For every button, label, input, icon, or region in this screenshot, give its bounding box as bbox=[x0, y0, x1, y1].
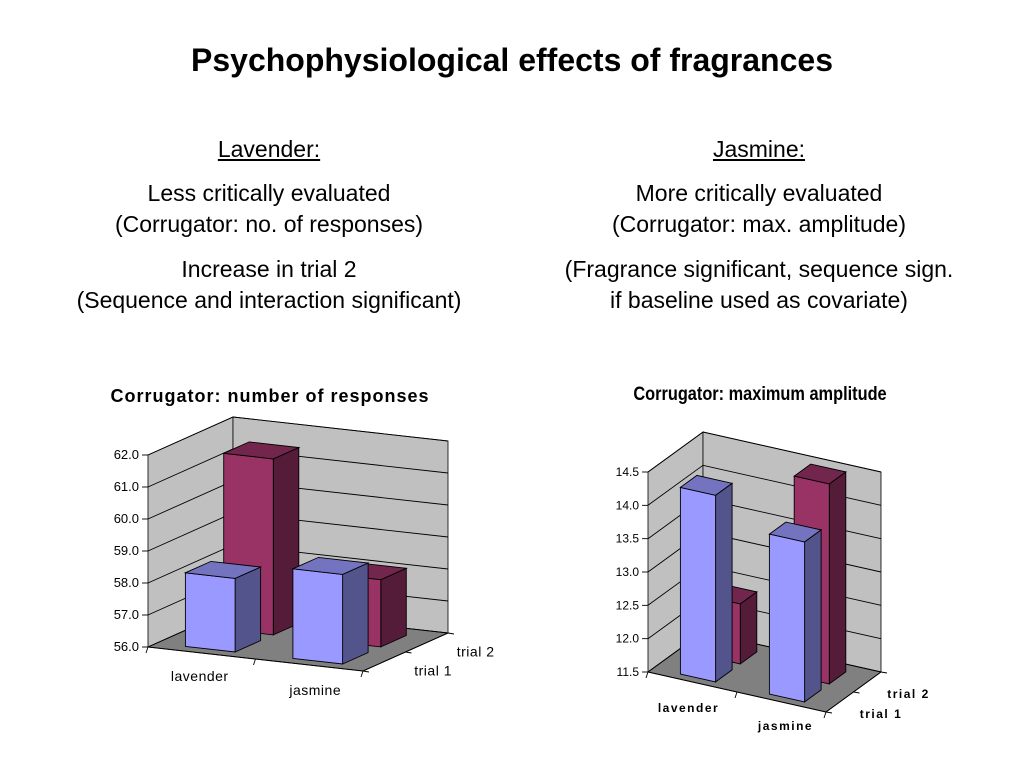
bar-top bbox=[768, 521, 823, 543]
bar-side bbox=[234, 566, 262, 653]
bar-side bbox=[739, 591, 758, 665]
bar-top bbox=[793, 463, 847, 485]
y-tick-label: 60.0 bbox=[114, 511, 139, 526]
bar-top bbox=[679, 474, 734, 496]
lavender-line-4: (Sequence and interaction significant) bbox=[76, 287, 462, 313]
y-tick-label: 14.0 bbox=[616, 498, 640, 512]
bar-side bbox=[380, 567, 407, 648]
bar-side bbox=[342, 562, 369, 665]
y-tick-label: 14.5 bbox=[616, 465, 640, 479]
bar-front bbox=[679, 486, 717, 683]
depth-tick bbox=[405, 651, 412, 654]
bar-top bbox=[291, 556, 370, 575]
y-tick-label: 62.0 bbox=[114, 447, 139, 462]
x-tick bbox=[253, 658, 256, 666]
depth-tick bbox=[825, 711, 833, 714]
depth-label: trial 1 bbox=[860, 707, 903, 721]
bar-front bbox=[184, 572, 236, 653]
lavender-summary: Lavender: Less critically evaluated (Cor… bbox=[34, 134, 504, 330]
jasmine-line-2: (Corrugator: max. amplitude) bbox=[612, 211, 906, 237]
depth-tick bbox=[447, 632, 455, 635]
x-category-label: jasmine bbox=[288, 682, 341, 698]
depth-tick bbox=[880, 671, 888, 674]
y-tick-label: 56.0 bbox=[114, 639, 139, 654]
jasmine-line-3: (Fragrance significant, sequence sign. bbox=[564, 256, 954, 282]
bar-side bbox=[804, 529, 822, 703]
y-tick-label: 61.0 bbox=[114, 479, 139, 494]
depth-label: trial 1 bbox=[414, 663, 452, 679]
bar-front bbox=[768, 533, 806, 703]
y-tick-label: 58.0 bbox=[114, 575, 139, 590]
x-category-label: lavender bbox=[658, 701, 719, 715]
jasmine-summary: Jasmine: More critically evaluated (Corr… bbox=[524, 134, 994, 330]
bar-trial1-jasmine bbox=[768, 521, 823, 703]
y-tick-label: 12.5 bbox=[616, 598, 640, 612]
depth-tick bbox=[362, 670, 370, 673]
chart-title-amplitude: Corrugator: maximum amplitude bbox=[633, 384, 887, 405]
lavender-line-3: Increase in trial 2 bbox=[181, 256, 357, 282]
x-tick bbox=[645, 671, 649, 679]
jasmine-evaluation: More critically evaluated (Corrugator: m… bbox=[524, 178, 994, 240]
jasmine-line-1: More critically evaluated bbox=[635, 180, 883, 206]
bar-trial1-lavender bbox=[679, 474, 734, 683]
gridline bbox=[647, 431, 882, 473]
y-tick-label: 11.5 bbox=[617, 665, 640, 679]
bar-top bbox=[183, 560, 263, 579]
x-category-label: lavender bbox=[171, 668, 229, 684]
bar-top bbox=[222, 441, 301, 460]
y-tick-label: 57.0 bbox=[114, 607, 139, 622]
x-tick bbox=[145, 646, 149, 654]
lavender-line-1: Less critically evaluated bbox=[147, 180, 391, 206]
bar-front bbox=[292, 568, 344, 665]
depth-tick bbox=[853, 691, 860, 694]
x-tick bbox=[823, 711, 827, 719]
y-tick-label: 12.0 bbox=[616, 632, 640, 646]
bar-trial1-lavender bbox=[183, 560, 263, 653]
bar-trial1-jasmine bbox=[291, 556, 370, 665]
jasmine-heading: Jasmine: bbox=[712, 136, 806, 162]
lavender-evaluation: Less critically evaluated (Corrugator: n… bbox=[34, 178, 504, 240]
bar-side bbox=[828, 471, 847, 685]
x-category-label: jasmine bbox=[757, 719, 813, 733]
y-tick-label: 13.5 bbox=[616, 532, 640, 546]
x-tick bbox=[734, 691, 738, 699]
lavender-heading: Lavender: bbox=[217, 136, 321, 162]
lavender-line-2: (Corrugator: no. of responses) bbox=[114, 211, 424, 237]
depth-label: trial 2 bbox=[457, 644, 495, 660]
chart-1: 56.0 57.0 58.0 59.0 60.0 61.0 62.0 lavender jasm… bbox=[114, 416, 495, 698]
depth-label: trial 2 bbox=[887, 687, 930, 701]
slide-title: Psychophysiological effects of fragrance… bbox=[191, 42, 833, 78]
y-tick-label: 59.0 bbox=[114, 543, 139, 558]
jasmine-significance-note: (Fragrance significant, sequence sign. i… bbox=[524, 254, 994, 316]
lavender-trial-note: Increase in trial 2 (Sequence and intera… bbox=[34, 254, 504, 316]
y-tick-label: 13.0 bbox=[616, 565, 640, 579]
jasmine-line-4: if baseline used as covariate) bbox=[610, 287, 908, 313]
chart-title-responses: Corrugator: number of responses bbox=[110, 386, 430, 406]
bar-side bbox=[715, 482, 733, 683]
chart-2: 11.5 12.0 12.5 13.0 13.5 14.0 14.5 lavender jasm… bbox=[616, 431, 930, 733]
gridline bbox=[147, 416, 449, 456]
x-tick bbox=[360, 670, 364, 678]
